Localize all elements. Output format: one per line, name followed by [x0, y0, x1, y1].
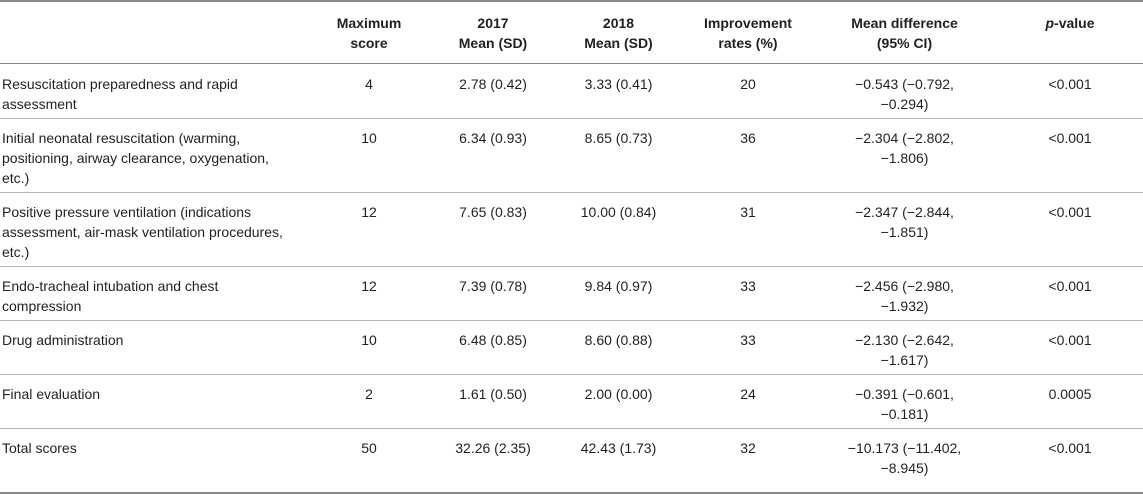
cell-2018-mean: 10.00 (0.84) — [580, 204, 657, 220]
cell-improvement-rate: 36 — [740, 130, 756, 146]
cell-mean-difference: −2.304 (−2.802, −1.806) — [855, 130, 954, 166]
table-row: Endo-tracheal intubation and chest compr… — [0, 266, 1143, 321]
row-item: Endo-tracheal intubation and chest compr… — [2, 278, 219, 314]
table-row: Positive pressure ventilation (indicatio… — [0, 192, 1143, 267]
row-item: Final evaluation — [2, 386, 101, 402]
cell-p-value: 0.0005 — [1048, 386, 1092, 402]
cell-p-value: <0.001 — [1048, 204, 1092, 220]
cell-2018-mean: 8.60 (0.88) — [584, 332, 653, 348]
cell-2017-mean: 6.34 (0.93) — [459, 130, 527, 146]
cell-mean-difference: −2.347 (−2.844, −1.851) — [855, 204, 954, 240]
cell-maximum-score: 10 — [361, 332, 377, 348]
header-2018-mean: 2018 Mean (SD) — [584, 15, 653, 51]
cell-maximum-score: 4 — [365, 76, 373, 92]
row-item: Total scores — [2, 440, 77, 456]
cell-mean-difference: −10.173 (−11.402, −8.945) — [847, 440, 962, 476]
cell-maximum-score: 12 — [361, 204, 377, 220]
cell-2018-mean: 2.00 (0.00) — [584, 386, 653, 402]
row-item: Initial neonatal resuscitation (warming,… — [2, 130, 269, 186]
cell-mean-difference: −2.130 (−2.642, −1.617) — [855, 332, 954, 368]
cell-improvement-rate: 33 — [740, 278, 756, 294]
header-improvement-rates: Improvement rates (%) — [704, 15, 792, 51]
cell-2018-mean: 8.65 (0.73) — [584, 130, 653, 146]
table-row: Drug administration 10 6.48 (0.85) 8.60 (0.… — [0, 320, 1143, 375]
cell-improvement-rate: 24 — [740, 386, 756, 402]
cell-2017-mean: 1.61 (0.50) — [459, 386, 527, 402]
cell-2017-mean: 32.26 (2.35) — [455, 440, 531, 456]
cell-maximum-score: 50 — [361, 440, 377, 456]
cell-improvement-rate: 33 — [740, 332, 756, 348]
table-header: Maximum score 2017 Mean (SD) 2018 Mean (… — [0, 1, 1143, 64]
cell-2018-mean: 9.84 (0.97) — [584, 278, 653, 294]
table-row: Resuscitation preparedness and rapid ass… — [0, 64, 1143, 119]
cell-improvement-rate: 31 — [740, 204, 756, 220]
cell-2017-mean: 7.39 (0.78) — [459, 278, 527, 294]
cell-mean-difference: −2.456 (−2.980, −1.932) — [855, 278, 954, 314]
cell-2017-mean: 2.78 (0.42) — [459, 76, 527, 92]
table-row: Initial neonatal resuscitation (warming,… — [0, 118, 1143, 193]
table-row: Total scores 50 32.26 (2.35) 42.43 (1.73) 32… — [0, 428, 1143, 493]
cell-maximum-score: 12 — [361, 278, 377, 294]
row-item: Drug administration — [2, 332, 124, 348]
header-p-value: p-value — [1045, 15, 1095, 31]
cell-maximum-score: 2 — [365, 386, 373, 402]
cell-p-value: <0.001 — [1048, 130, 1092, 146]
cell-2018-mean: 42.43 (1.73) — [580, 440, 657, 456]
cell-improvement-rate: 32 — [740, 440, 756, 456]
cell-2017-mean: 7.65 (0.83) — [459, 204, 527, 220]
header-2017-mean: 2017 Mean (SD) — [458, 15, 528, 51]
table-row: Final evaluation 2 1.61 (0.50) 2.00 (0.00) 2… — [0, 374, 1143, 429]
cell-p-value: <0.001 — [1048, 76, 1092, 92]
header-row: Maximum score 2017 Mean (SD) 2018 Mean (… — [0, 1, 1143, 64]
cell-maximum-score: 10 — [361, 130, 377, 146]
row-item: Positive pressure ventilation (indicatio… — [2, 204, 283, 260]
cell-p-value: <0.001 — [1048, 278, 1092, 294]
row-item: Resuscitation preparedness and rapid ass… — [2, 76, 238, 112]
cell-mean-difference: −0.543 (−0.792, −0.294) — [855, 76, 954, 112]
table-body: Resuscitation preparedness and rapid ass… — [0, 64, 1143, 493]
cell-improvement-rate: 20 — [740, 76, 756, 92]
header-item — [0, 1, 305, 64]
header-mean-difference: Mean difference (95% CI) — [851, 15, 958, 51]
cell-2017-mean: 6.48 (0.85) — [459, 332, 527, 348]
cell-p-value: <0.001 — [1048, 440, 1092, 456]
cell-mean-difference: −0.391 (−0.601, −0.181) — [855, 386, 954, 422]
cell-2018-mean: 3.33 (0.41) — [584, 76, 653, 92]
header-maximum-score: Maximum score — [336, 15, 402, 51]
cell-p-value: <0.001 — [1048, 332, 1092, 348]
